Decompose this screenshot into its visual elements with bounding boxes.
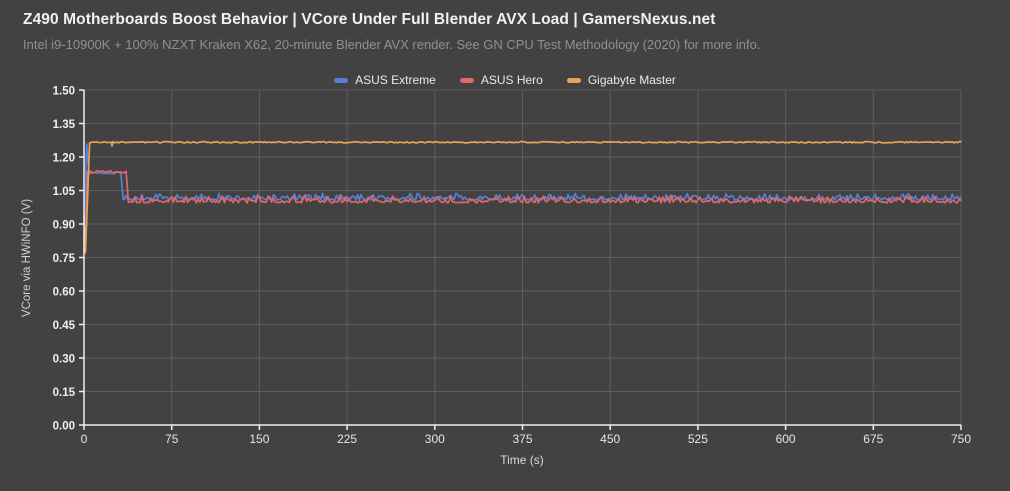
y-tick-label: 1.05: [53, 186, 76, 198]
legend-item-gigabyte-master: Gigabyte Master: [566, 73, 676, 87]
x-axis-title: Time (s): [500, 453, 544, 467]
x-tick-label: 150: [249, 432, 269, 446]
series-layer: [83, 140, 962, 254]
legend-swatch-icon: [334, 77, 349, 83]
y-tick-label: 0.60: [53, 286, 75, 298]
x-tick-label: 225: [337, 432, 357, 446]
legend-swatch-icon: [566, 77, 581, 83]
x-tick-label: 75: [165, 432, 179, 446]
legend-label: ASUS Extreme: [355, 73, 436, 87]
legend-label: Gigabyte Master: [587, 73, 676, 87]
y-axis-title: VCore via HWiNFO (V): [21, 199, 33, 317]
y-tick-label: 1.20: [53, 152, 75, 164]
y-tick-label: 0.45: [53, 320, 76, 332]
legend-item-asus-extreme: ASUS Extreme: [334, 73, 436, 87]
x-tick-label: 750: [951, 432, 971, 446]
series-line-gigabyte-master: [83, 140, 962, 253]
y-tick-label: 0.30: [53, 353, 75, 365]
grid-layer: [83, 89, 962, 426]
legend-item-asus-hero: ASUS Hero: [459, 73, 543, 87]
x-tick-label: 450: [600, 432, 620, 446]
y-tick-label: 0.90: [53, 219, 75, 231]
x-tick-label: 375: [512, 432, 532, 446]
series-line-asus-hero: [83, 169, 962, 254]
chart-subtitle: Intel i9-10900K + 100% NZXT Kraken X62, …: [23, 37, 761, 52]
x-tick-label: 0: [81, 432, 88, 446]
tick-label-layer: 0.00 0.15 0.30 0.45 0.60 0.75 0.90 1.05 1.20 1.35…: [53, 85, 972, 446]
x-tick-label: 525: [688, 432, 708, 446]
y-tick-label: 0.75: [53, 253, 76, 265]
x-tick-label: 300: [425, 432, 445, 446]
axis-layer: [79, 89, 962, 430]
x-tick-label: 600: [776, 432, 796, 446]
chart-title: Z490 Motherboards Boost Behavior | VCore…: [23, 11, 716, 28]
y-tick-label: 1.35: [53, 119, 76, 131]
y-tick-label: 0.15: [53, 387, 76, 399]
y-tick-label: 1.50: [53, 85, 75, 97]
legend-label: ASUS Hero: [480, 73, 543, 87]
y-tick-label: 0.00: [53, 420, 75, 432]
x-tick-label: 675: [863, 432, 883, 446]
legend: ASUS Extreme ASUS Hero Gigabyte Master: [0, 73, 1010, 87]
legend-swatch-icon: [459, 77, 474, 83]
